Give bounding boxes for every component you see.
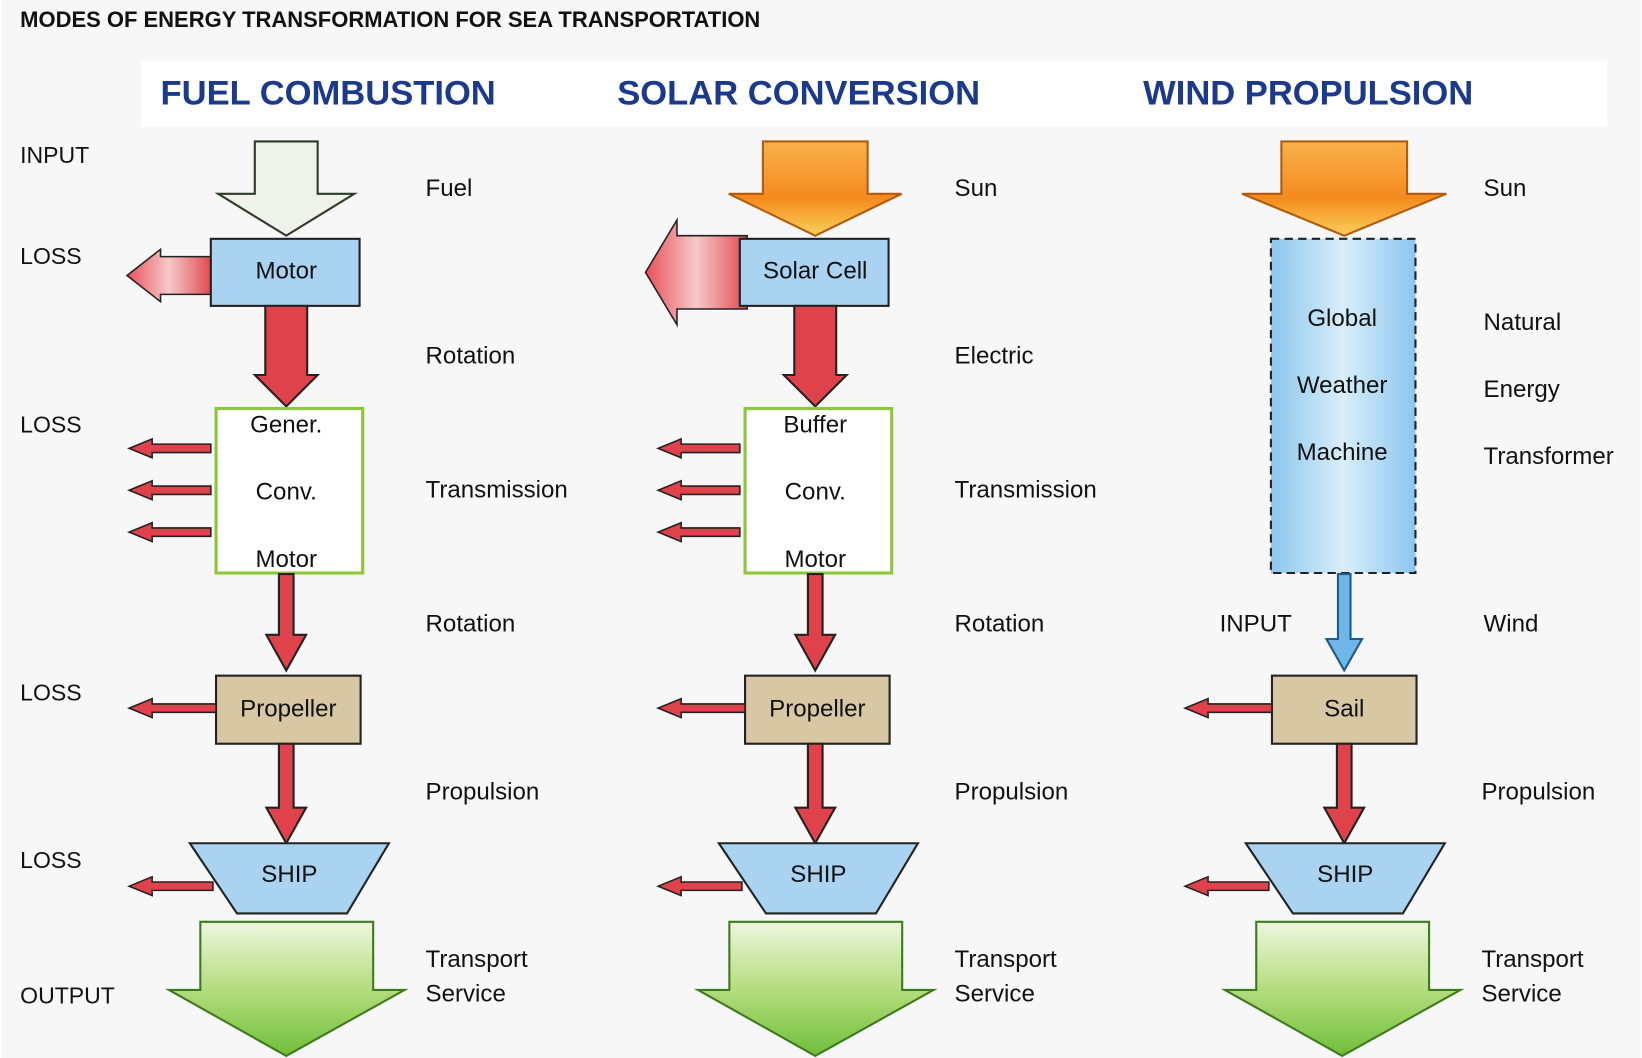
side-label: INPUT [20,142,89,168]
output-label: Transport [426,946,528,973]
box-label: Global [1307,305,1377,332]
output-label: Service [426,981,506,1008]
side-label: LOSS [20,680,81,706]
flow-label: Transmission [955,477,1097,504]
flow-label: Transmission [426,477,568,504]
transformer-box [1271,239,1416,573]
box-label: Propeller [240,696,336,723]
side-label: LOSS [20,847,81,873]
flow-label: Transformer [1484,443,1614,470]
flow-label: Propulsion [1481,778,1595,805]
flow-label: Rotation [426,343,516,370]
side-label: OUTPUT [20,982,115,1008]
flow-label: Rotation [955,611,1045,638]
flow-label: Propulsion [426,778,540,805]
output-label: Service [955,981,1035,1008]
column-heading: SOLAR CONVERSION [617,74,980,112]
flow-label: Sun [1484,175,1527,202]
box-label: SHIP [790,861,846,888]
output-label: Transport [955,946,1057,973]
box-label: Buffer [783,412,847,439]
flow-label: Fuel [426,175,473,202]
flow-label: Wind [1484,611,1539,638]
title: MODES OF ENERGY TRANSFORMATION FOR SEA T… [20,7,760,32]
flow-label: Propulsion [955,778,1069,805]
box-label: Solar Cell [763,258,867,285]
column-heading: FUEL COMBUSTION [161,74,496,112]
diagram: MODES OF ENERGY TRANSFORMATION FOR SEA T… [0,0,1642,1058]
box-label: Sail [1324,696,1364,723]
box-label: Motor [255,258,317,285]
side-label: INPUT [1220,611,1293,638]
box-label: Weather [1297,372,1388,399]
box-label: Motor [784,546,846,573]
flow-label: Energy [1484,376,1560,403]
side-label: LOSS [20,411,81,437]
box-label: Conv. [256,479,317,506]
side-label: LOSS [20,243,81,269]
box-label: Gener. [250,412,322,439]
box-label: Conv. [785,479,846,506]
output-label: Service [1481,981,1561,1008]
box-label: Machine [1297,439,1388,466]
column-heading: WIND PROPULSION [1143,74,1473,112]
box-label: SHIP [261,861,317,888]
flow-label: Rotation [426,611,516,638]
flow-label: Natural [1484,309,1562,336]
box-label: Propeller [769,696,865,723]
output-label: Transport [1481,946,1583,973]
flow-label: Electric [955,343,1034,370]
flow-label: Sun [955,175,998,202]
box-label: SHIP [1317,861,1373,888]
box-label: Motor [255,546,317,573]
